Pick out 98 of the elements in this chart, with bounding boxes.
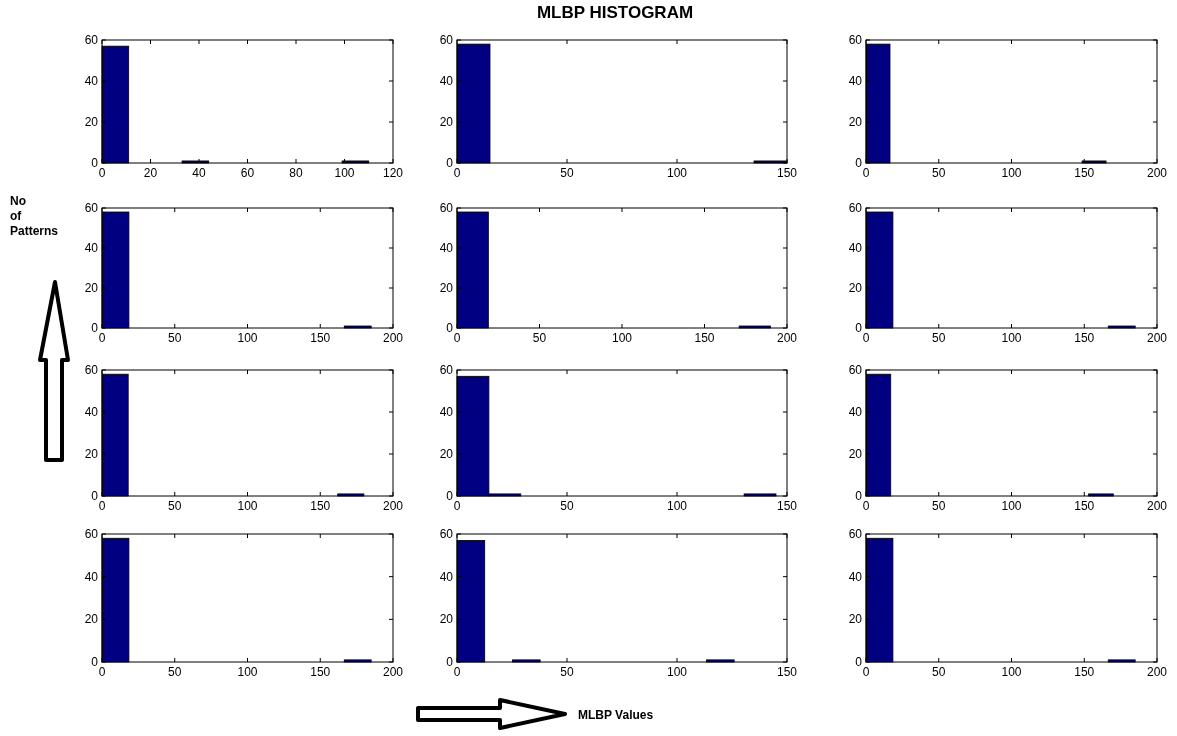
y-tick-label: 0	[91, 655, 99, 669]
y-tick-label: 40	[848, 569, 863, 584]
x-tick-label: 100	[666, 499, 688, 513]
x-tick-label: 80	[289, 166, 303, 180]
y-tick-label: 20	[84, 447, 99, 461]
x-axis-title: MLBP Values	[578, 708, 654, 722]
x-tick-label: 150	[694, 331, 715, 345]
y-tick-label: 40	[848, 241, 863, 255]
y-tick-label: 40	[439, 241, 454, 255]
x-tick-label: 200	[1146, 665, 1168, 679]
y-tick-label: 20	[848, 612, 863, 627]
y-tick-label: 40	[84, 241, 99, 255]
y-tick-label: 0	[446, 655, 454, 669]
y-tick-label: 60	[848, 363, 863, 377]
y-tick-label: 60	[439, 527, 454, 541]
y-tick-label: 20	[439, 447, 454, 461]
x-tick-label: 50	[532, 331, 547, 345]
x-tick-label: 50	[932, 665, 946, 679]
y-tick-label: 20	[439, 281, 454, 295]
x-tick-label: 50	[560, 665, 574, 679]
y-tick-label: 0	[855, 655, 863, 669]
y-tick-label: 60	[84, 363, 99, 377]
y-tick-label: 20	[848, 115, 863, 129]
y-tick-label: 0	[855, 156, 863, 170]
x-tick-label: 100	[334, 166, 355, 180]
y-tick-label: 60	[84, 527, 99, 541]
x-tick-label: 50	[560, 166, 574, 180]
y-tick-label: 40	[848, 405, 863, 419]
x-tick-label: 150	[310, 499, 331, 513]
x-tick-label: 150	[1074, 665, 1095, 679]
y-tick-label: 20	[439, 115, 454, 129]
y-tick-label: 0	[91, 489, 99, 503]
x-tick-label: 50	[932, 331, 946, 345]
y-tick-label: 0	[855, 489, 863, 503]
y-tick-label: 60	[439, 201, 454, 215]
x-tick-label: 50	[168, 499, 182, 513]
x-tick-label: 150	[310, 331, 331, 345]
y-tick-label: 40	[439, 405, 454, 419]
y-tick-label: 20	[84, 612, 99, 627]
y-tick-label: 60	[848, 33, 863, 47]
x-tick-label: 100	[237, 499, 258, 513]
x-tick-label: 200	[382, 331, 404, 345]
x-tick-label: 100	[1001, 166, 1022, 180]
x-tick-label: 200	[776, 331, 798, 345]
y-tick-label: 0	[446, 489, 454, 503]
y-tick-label: 40	[848, 74, 863, 88]
x-tick-label: 150	[310, 665, 331, 679]
x-tick-label: 100	[666, 166, 688, 180]
x-tick-label: 100	[1001, 499, 1022, 513]
x-tick-label: 200	[1146, 499, 1168, 513]
x-tick-label: 150	[1074, 331, 1095, 345]
y-tick-label: 0	[855, 321, 863, 335]
y-tick-label: 60	[84, 33, 99, 47]
x-tick-label: 20	[143, 166, 158, 180]
x-tick-label: 60	[240, 166, 255, 180]
x-tick-label: 100	[666, 665, 688, 679]
x-tick-label: 100	[1001, 331, 1022, 345]
y-tick-label: 60	[84, 201, 99, 215]
x-tick-label: 50	[560, 499, 574, 513]
x-tick-label: 100	[237, 665, 258, 679]
y-tick-label: 0	[446, 156, 454, 170]
x-tick-label: 150	[1074, 166, 1095, 180]
y-tick-label: 40	[439, 569, 454, 584]
x-tick-label: 200	[382, 499, 404, 513]
y-tick-label: 40	[84, 74, 99, 88]
x-tick-label: 50	[168, 665, 182, 679]
x-tick-label: 50	[168, 331, 182, 345]
x-tick-label: 100	[237, 331, 258, 345]
x-tick-label: 40	[192, 166, 206, 180]
y-tick-label: 20	[848, 281, 863, 295]
y-axis-title: No of Patterns	[10, 194, 59, 238]
x-tick-label: 150	[776, 499, 798, 513]
y-tick-label: 40	[439, 74, 454, 88]
x-tick-label: 50	[932, 166, 946, 180]
x-tick-label: 150	[1074, 499, 1095, 513]
y-tick-label: 60	[848, 201, 863, 215]
y-tick-label: 20	[84, 115, 99, 129]
y-tick-label: 20	[84, 281, 99, 295]
x-tick-label: 200	[1146, 331, 1168, 345]
y-tick-label: 20	[439, 612, 454, 627]
x-tick-label: 100	[1001, 665, 1022, 679]
y-tick-label: 40	[84, 569, 99, 584]
y-tick-label: 20	[848, 447, 863, 461]
y-tick-label: 0	[91, 156, 99, 170]
y-tick-label: 0	[91, 321, 99, 335]
y-tick-label: 60	[439, 363, 454, 377]
x-tick-label: 150	[776, 665, 798, 679]
x-tick-label: 50	[932, 499, 946, 513]
x-tick-label: 200	[1146, 166, 1168, 180]
x-tick-label: 150	[776, 166, 798, 180]
x-tick-label: 120	[382, 166, 404, 180]
y-tick-label: 0	[446, 321, 454, 335]
chart-title: MLBP HISTOGRAM	[536, 3, 694, 22]
x-tick-label: 200	[382, 665, 404, 679]
y-tick-label: 40	[84, 405, 99, 419]
x-tick-label: 100	[611, 331, 633, 345]
y-tick-label: 60	[848, 527, 863, 541]
y-tick-label: 60	[439, 33, 454, 47]
